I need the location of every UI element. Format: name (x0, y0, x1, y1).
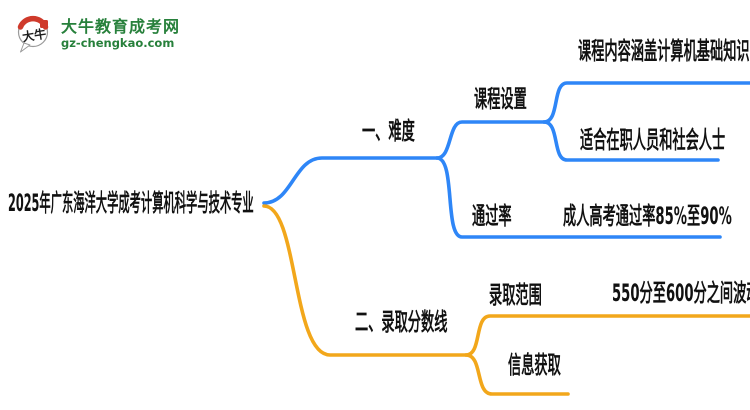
node-sub-score-range: 录取范围 (489, 281, 542, 309)
line-difficulty-to-course-setup (435, 120, 546, 160)
line-root-to-difficulty (262, 156, 439, 205)
node-branch-admission-score: 二、录取分数线 (355, 308, 448, 336)
node-branch-difficulty: 一、难度 (362, 117, 415, 145)
site-logo[interactable]: 大牛 大牛教育成考网 gz-chengkao.com (13, 11, 180, 57)
line-difficulty-to-pass-rate (435, 156, 722, 239)
node-root: 2025年广东海洋大学成考计算机科学与技术专业 (8, 189, 254, 217)
line-admission-to-info-access (464, 353, 570, 396)
node-sub-info-access: 信息获取 (508, 351, 561, 379)
red-seal-icon (40, 20, 48, 28)
bubble-tail (20, 42, 31, 53)
line-course-setup-to-content (542, 81, 750, 124)
line-course-setup-to-suitable (542, 120, 720, 162)
node-leaf-score-range-value: 550分至600分之间波动 (612, 279, 750, 307)
brand-domain[interactable]: gz-chengkao.com (61, 36, 175, 51)
node-leaf-suitable-people: 适合在职人员和社会人士 (580, 126, 726, 154)
logo-mark-text: 大牛 (21, 26, 47, 45)
node-leaf-pass-rate-value: 成人高考通过率85%至90% (563, 202, 732, 230)
logo-bubble-icon: 大牛 (17, 15, 49, 53)
node-leaf-course-content: 课程内容涵盖计算机基础知识 (578, 37, 750, 65)
line-root-to-admission-score (262, 204, 468, 357)
line-admission-to-score-range (464, 314, 750, 357)
node-sub-course-setup: 课程设置 (474, 85, 527, 113)
node-sub-pass-rate: 通过率 (472, 202, 512, 230)
brand-name[interactable]: 大牛教育成考网 (61, 16, 181, 36)
